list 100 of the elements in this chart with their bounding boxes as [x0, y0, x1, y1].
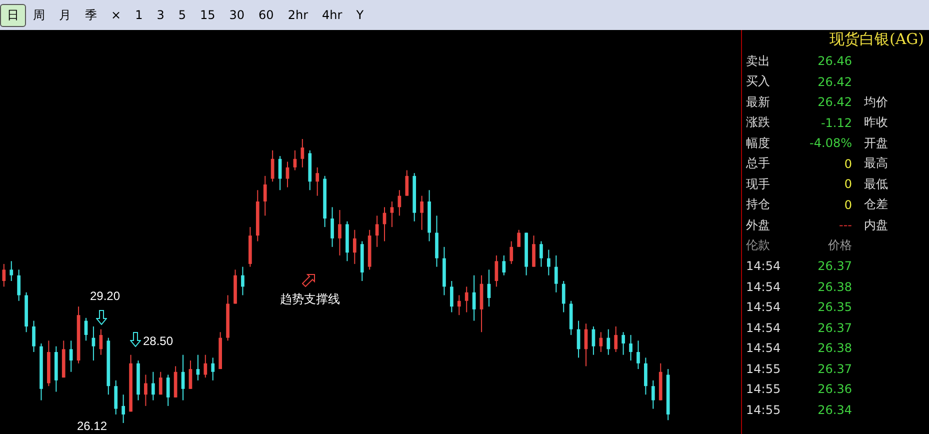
candlestick	[188, 360, 192, 390]
candlestick	[405, 170, 409, 196]
candlestick	[316, 166, 320, 196]
candlestick	[629, 334, 632, 362]
candlestick	[352, 229, 356, 264]
candlestick	[211, 357, 215, 381]
text: 持仓	[746, 196, 771, 214]
text: 幅度	[746, 134, 771, 152]
text: 2hr	[286, 8, 310, 22]
text: -4.08%	[808, 136, 852, 150]
text: 14:55	[746, 402, 782, 417]
text: 26.36	[816, 382, 852, 396]
text: 26.34	[816, 402, 852, 417]
candlestick	[510, 240, 514, 264]
text: 14:54	[746, 341, 782, 356]
text: -1.12	[820, 116, 852, 130]
text: ×	[110, 8, 122, 22]
candlestick	[420, 195, 424, 230]
candlestick	[241, 266, 244, 296]
text: 3	[156, 8, 166, 22]
text: 季	[84, 6, 98, 24]
candlestick	[532, 235, 536, 268]
candlestick	[300, 138, 304, 168]
candlestick	[464, 286, 468, 313]
candlestick	[151, 371, 155, 401]
candlestick	[144, 374, 148, 406]
candlestick	[547, 249, 550, 276]
text: 均价	[863, 94, 889, 111]
text: 最高	[863, 155, 889, 172]
candlestick	[651, 380, 655, 410]
text: 26.38	[816, 280, 852, 294]
candlestick	[278, 156, 282, 191]
candlestick	[204, 354, 208, 378]
candlestick	[554, 254, 558, 293]
text: 开盘	[863, 134, 889, 152]
annotation: 29.20	[90, 289, 120, 303]
text: 现手	[746, 176, 771, 193]
text: 买入	[746, 73, 771, 90]
candlestick	[166, 374, 170, 406]
text: 26.38	[816, 341, 852, 356]
candlestick	[270, 150, 274, 182]
text: 14:55	[746, 382, 782, 396]
text: 14:54	[746, 259, 782, 274]
text: 15	[198, 8, 216, 22]
text: 26.37	[816, 362, 852, 376]
candlestick	[644, 357, 648, 396]
candlestick	[457, 294, 461, 316]
candlestick	[636, 340, 640, 370]
candlestick	[10, 260, 14, 282]
candlestick	[330, 206, 334, 248]
text: 26.46	[816, 54, 852, 68]
candlestick	[517, 229, 521, 248]
text: 26.37	[816, 259, 852, 274]
candlestick	[502, 254, 506, 276]
text: 26.42	[816, 95, 852, 110]
text: 昨收	[863, 114, 889, 132]
candlestick	[69, 340, 73, 372]
text: 最新	[746, 94, 771, 111]
text: 26.35	[816, 300, 852, 314]
text: 4hr	[321, 8, 344, 22]
text: 26.37	[816, 320, 852, 335]
candlestick	[390, 200, 394, 228]
candlestick	[599, 332, 603, 352]
text: 14:54	[746, 280, 782, 294]
candlestick	[540, 240, 543, 268]
candlestick	[562, 280, 566, 313]
text: Y	[355, 8, 365, 22]
text: 60	[258, 8, 275, 22]
text: 月	[58, 6, 72, 24]
candlestick	[32, 320, 36, 352]
text: 0	[843, 177, 852, 192]
candlestick	[622, 332, 625, 356]
text: 14:54	[746, 300, 782, 314]
annotation: 28.50	[142, 334, 174, 348]
text: 日	[0, 4, 26, 26]
text: 内盘	[863, 216, 889, 234]
candlestick	[122, 394, 125, 424]
candlestick	[606, 328, 610, 356]
text: 26.42	[816, 74, 852, 89]
text: 总手	[746, 155, 771, 172]
candlestick	[614, 326, 618, 352]
candlestick	[2, 263, 6, 288]
text: 涨跌	[746, 114, 771, 132]
text: 5	[177, 8, 187, 22]
text: 1	[134, 8, 144, 22]
text: 卖出	[746, 52, 771, 70]
candlestick	[17, 269, 21, 302]
text: 伦款	[746, 237, 771, 254]
text: 0	[843, 198, 852, 212]
text: 周	[32, 6, 46, 24]
text: 14:54	[746, 320, 782, 335]
text: 外盘	[746, 216, 771, 234]
text: 仓差	[863, 196, 889, 214]
candlestick	[494, 254, 498, 288]
candlestick	[286, 161, 290, 188]
text: 价格	[827, 237, 852, 254]
text: 30	[228, 8, 246, 22]
candlestick	[263, 175, 267, 216]
candlestick	[158, 371, 162, 396]
candlestick	[375, 215, 379, 248]
